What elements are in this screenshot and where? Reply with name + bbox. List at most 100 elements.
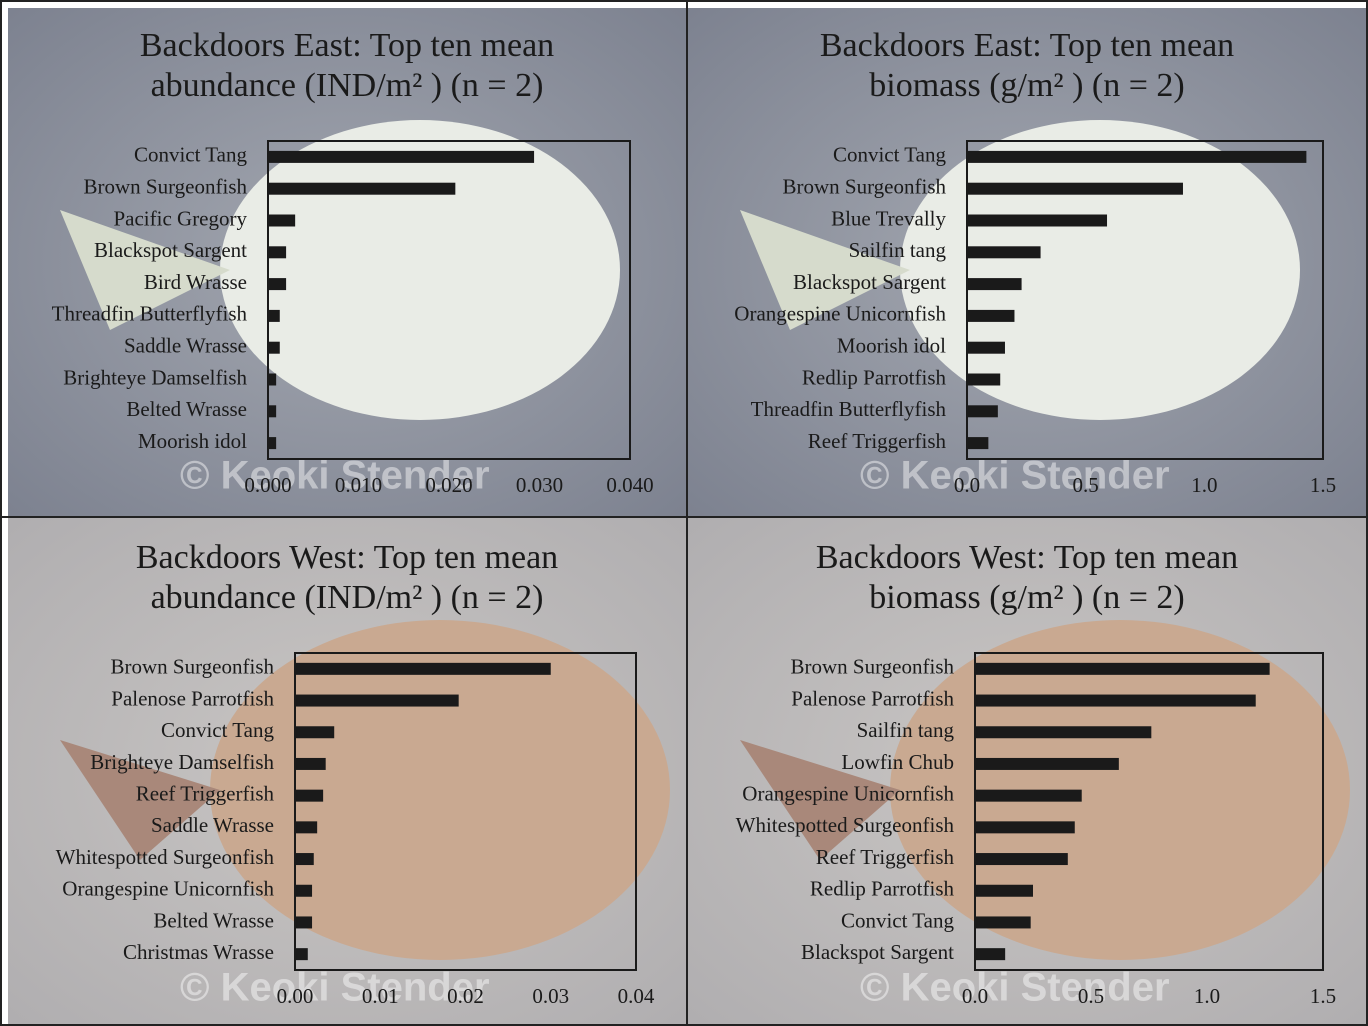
y-tick-label: Sailfin tang bbox=[849, 238, 947, 262]
x-tick-label: 0.01 bbox=[362, 984, 399, 1008]
y-tick-label: Belted Wrasse bbox=[153, 908, 274, 932]
y-tick-label: Reef Triggerfish bbox=[136, 781, 275, 805]
bar bbox=[975, 948, 1006, 961]
bar bbox=[268, 246, 287, 259]
y-tick-label: Convict Tang bbox=[841, 908, 955, 932]
y-tick-label: Saddle Wrasse bbox=[124, 334, 247, 358]
bar bbox=[975, 821, 1075, 834]
x-tick-label: 0.03 bbox=[532, 984, 569, 1008]
bar bbox=[975, 853, 1068, 866]
y-tick-label: Orangespine Unicornfish bbox=[742, 781, 954, 805]
x-tick-label: 0.04 bbox=[618, 984, 655, 1008]
plot-frame bbox=[267, 140, 631, 460]
bar bbox=[967, 182, 1183, 195]
bar bbox=[268, 437, 277, 450]
plot-frame bbox=[966, 140, 1324, 460]
chart-title: abundance (IND/m² ) (n = 2) bbox=[151, 67, 544, 104]
bar bbox=[967, 341, 1005, 354]
bar bbox=[295, 948, 308, 961]
bar bbox=[268, 341, 280, 354]
bar bbox=[268, 309, 280, 322]
y-tick-label: Convict Tang bbox=[134, 143, 248, 167]
bar bbox=[975, 757, 1119, 770]
bar bbox=[295, 726, 335, 739]
bar bbox=[967, 214, 1108, 227]
y-tick-label: Blackspot Sargent bbox=[94, 238, 247, 262]
x-tick-label: 1.0 bbox=[1191, 473, 1217, 497]
bar bbox=[967, 373, 1001, 386]
plot-frame bbox=[974, 652, 1324, 971]
y-tick-label: Lowfin Chub bbox=[841, 750, 954, 774]
bar bbox=[268, 150, 535, 163]
bar bbox=[967, 309, 1015, 322]
bar bbox=[295, 789, 324, 802]
bar bbox=[975, 694, 1256, 707]
bar bbox=[295, 662, 551, 675]
bar bbox=[268, 373, 277, 386]
y-tick-label: Threadfin Butterflyfish bbox=[751, 397, 947, 421]
bar bbox=[967, 437, 989, 450]
y-tick-label: Brighteye Damselfish bbox=[90, 750, 274, 774]
y-tick-label: Christmas Wrasse bbox=[123, 940, 274, 964]
x-tick-label: 0.00 bbox=[277, 984, 314, 1008]
bar bbox=[967, 278, 1022, 291]
y-tick-label: Moorish idol bbox=[837, 334, 946, 358]
x-tick-label: 0.020 bbox=[425, 473, 472, 497]
y-tick-label: Reef Triggerfish bbox=[816, 845, 955, 869]
bar bbox=[967, 405, 998, 418]
bar bbox=[975, 662, 1270, 675]
bar bbox=[295, 694, 459, 707]
bar bbox=[268, 214, 296, 227]
bar bbox=[975, 726, 1152, 739]
plot-frame bbox=[294, 652, 637, 971]
y-tick-label: Redlip Parrotfish bbox=[810, 877, 955, 901]
y-tick-label: Palenose Parrotfish bbox=[791, 686, 954, 710]
x-tick-label: 0.5 bbox=[1078, 984, 1104, 1008]
x-tick-label: 0.0 bbox=[962, 984, 988, 1008]
y-tick-label: Belted Wrasse bbox=[126, 397, 247, 421]
y-tick-label: Whitespotted Surgeonfish bbox=[56, 845, 275, 869]
watermark: © Keoki Stender bbox=[180, 966, 490, 1010]
y-tick-label: Palenose Parrotfish bbox=[111, 686, 274, 710]
bar bbox=[268, 182, 456, 195]
chart-title: abundance (IND/m² ) (n = 2) bbox=[151, 579, 544, 616]
bar bbox=[295, 757, 326, 770]
y-tick-label: Pacific Gregory bbox=[113, 206, 247, 230]
bar bbox=[268, 405, 277, 418]
bar bbox=[967, 150, 1307, 163]
x-tick-label: 1.5 bbox=[1310, 984, 1336, 1008]
y-tick-label: Brown Surgeonfish bbox=[110, 655, 274, 679]
y-tick-label: Orangespine Unicornfish bbox=[734, 302, 946, 326]
y-tick-label: Bird Wrasse bbox=[144, 270, 247, 294]
x-tick-label: 1.0 bbox=[1194, 984, 1220, 1008]
y-tick-label: Blackspot Sargent bbox=[793, 270, 946, 294]
x-tick-label: 0.040 bbox=[606, 473, 653, 497]
bar bbox=[975, 884, 1033, 897]
y-tick-label: Saddle Wrasse bbox=[151, 813, 274, 837]
y-tick-label: Sailfin tang bbox=[857, 718, 955, 742]
bar bbox=[295, 884, 313, 897]
chart-title: Backdoors West: Top ten mean bbox=[136, 539, 558, 576]
y-tick-label: Brighteye Damselfish bbox=[63, 365, 247, 389]
x-tick-label: 0.030 bbox=[516, 473, 563, 497]
chart-title: Backdoors West: Top ten mean bbox=[816, 539, 1238, 576]
bar bbox=[967, 246, 1041, 259]
x-tick-label: 0.010 bbox=[335, 473, 382, 497]
bar bbox=[295, 821, 318, 834]
y-tick-label: Convict Tang bbox=[161, 718, 275, 742]
chart-title: biomass (g/m² ) (n = 2) bbox=[869, 579, 1185, 616]
x-tick-label: 0.0 bbox=[954, 473, 980, 497]
y-tick-label: Brown Surgeonfish bbox=[83, 175, 247, 199]
y-tick-label: Orangespine Unicornfish bbox=[62, 877, 274, 901]
y-tick-label: Brown Surgeonfish bbox=[782, 175, 946, 199]
y-tick-label: Redlip Parrotfish bbox=[802, 365, 947, 389]
watermark: © Keoki Stender bbox=[860, 454, 1170, 498]
bar bbox=[975, 789, 1082, 802]
bar bbox=[268, 278, 287, 291]
bar bbox=[295, 853, 314, 866]
x-tick-label: 0.000 bbox=[244, 473, 291, 497]
chart-title: biomass (g/m² ) (n = 2) bbox=[869, 67, 1185, 104]
